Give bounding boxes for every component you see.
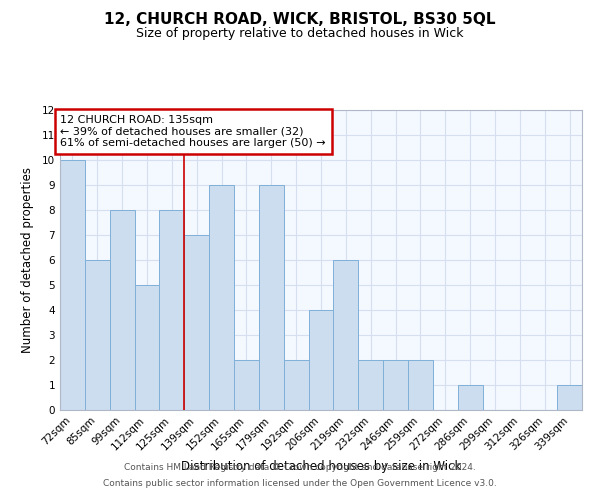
Bar [234,360,259,410]
Bar [184,235,209,410]
Bar [110,210,134,410]
Bar [134,285,160,410]
Text: Size of property relative to detached houses in Wick: Size of property relative to detached ho… [136,28,464,40]
X-axis label: Distribution of detached houses by size in Wick: Distribution of detached houses by size … [181,460,461,473]
Bar [334,260,358,410]
Text: 12 CHURCH ROAD: 135sqm
← 39% of detached houses are smaller (32)
61% of semi-det: 12 CHURCH ROAD: 135sqm ← 39% of detached… [61,115,326,148]
Bar [557,385,582,410]
Bar [458,385,482,410]
Text: Contains public sector information licensed under the Open Government Licence v3: Contains public sector information licen… [103,478,497,488]
Text: Contains HM Land Registry data © Crown copyright and database right 2024.: Contains HM Land Registry data © Crown c… [124,464,476,472]
Bar [408,360,433,410]
Bar [60,160,85,410]
Bar [209,185,234,410]
Bar [383,360,408,410]
Bar [308,310,334,410]
Bar [160,210,184,410]
Text: 12, CHURCH ROAD, WICK, BRISTOL, BS30 5QL: 12, CHURCH ROAD, WICK, BRISTOL, BS30 5QL [104,12,496,28]
Bar [284,360,308,410]
Bar [259,185,284,410]
Y-axis label: Number of detached properties: Number of detached properties [20,167,34,353]
Bar [358,360,383,410]
Bar [85,260,110,410]
